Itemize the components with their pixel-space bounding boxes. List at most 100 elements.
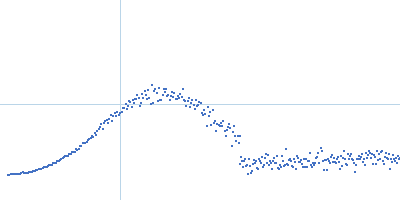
Point: [9, 172, 15, 176]
Point: [45, 164, 51, 168]
Point: [32, 169, 38, 173]
Point: [183, 105, 190, 108]
Point: [334, 157, 340, 161]
Point: [77, 144, 83, 147]
Point: [210, 122, 217, 125]
Point: [49, 163, 55, 166]
Point: [80, 142, 86, 145]
Point: [382, 156, 388, 159]
Point: [271, 157, 278, 160]
Point: [304, 166, 311, 169]
Point: [37, 168, 43, 171]
Point: [10, 173, 16, 176]
Point: [342, 157, 348, 161]
Point: [98, 123, 104, 126]
Point: [263, 153, 269, 156]
Point: [313, 157, 320, 160]
Point: [324, 158, 331, 161]
Point: [46, 164, 52, 167]
Point: [260, 165, 266, 169]
Point: [252, 162, 258, 165]
Point: [340, 157, 346, 160]
Point: [160, 88, 167, 91]
Point: [175, 95, 181, 98]
Point: [284, 163, 290, 166]
Point: [350, 161, 357, 164]
Point: [231, 124, 237, 127]
Point: [54, 160, 60, 163]
Point: [322, 158, 329, 161]
Point: [250, 163, 256, 166]
Point: [93, 134, 99, 137]
Point: [255, 167, 261, 171]
Point: [262, 156, 268, 160]
Point: [122, 102, 129, 106]
Point: [158, 98, 164, 101]
Point: [72, 150, 78, 154]
Point: [200, 113, 206, 116]
Point: [319, 159, 326, 163]
Point: [367, 151, 373, 154]
Point: [323, 169, 330, 172]
Point: [169, 90, 175, 93]
Point: [199, 111, 205, 114]
Point: [338, 155, 344, 158]
Point: [120, 107, 126, 110]
Point: [20, 171, 26, 174]
Point: [293, 167, 300, 170]
Point: [208, 124, 214, 127]
Point: [66, 153, 72, 156]
Point: [247, 164, 253, 167]
Point: [212, 120, 218, 123]
Point: [5, 173, 11, 177]
Point: [225, 125, 231, 129]
Point: [177, 93, 184, 96]
Point: [164, 94, 170, 98]
Point: [127, 100, 134, 103]
Point: [28, 170, 34, 173]
Point: [334, 155, 341, 159]
Point: [356, 157, 363, 160]
Point: [336, 160, 342, 163]
Point: [291, 157, 298, 160]
Point: [61, 156, 67, 159]
Point: [292, 160, 298, 163]
Point: [195, 104, 202, 107]
Point: [112, 111, 118, 114]
Point: [272, 161, 278, 165]
Point: [174, 98, 180, 101]
Point: [12, 172, 18, 176]
Point: [370, 162, 376, 165]
Point: [81, 142, 87, 145]
Point: [68, 152, 74, 155]
Point: [285, 163, 292, 167]
Point: [387, 167, 393, 170]
Point: [78, 144, 84, 147]
Point: [346, 157, 352, 160]
Point: [390, 153, 396, 157]
Point: [256, 157, 262, 161]
Point: [166, 98, 173, 102]
Point: [156, 87, 162, 90]
Point: [358, 153, 365, 156]
Point: [307, 151, 314, 154]
Point: [214, 122, 220, 125]
Point: [29, 170, 35, 174]
Point: [326, 162, 333, 165]
Point: [383, 151, 389, 154]
Point: [125, 104, 131, 107]
Point: [202, 112, 209, 116]
Point: [65, 154, 71, 157]
Point: [163, 88, 169, 91]
Point: [220, 119, 226, 122]
Point: [30, 169, 36, 172]
Point: [26, 170, 32, 173]
Point: [157, 99, 163, 102]
Point: [360, 160, 366, 163]
Point: [224, 129, 230, 132]
Point: [96, 127, 102, 130]
Point: [325, 159, 332, 162]
Point: [282, 163, 288, 166]
Point: [40, 166, 46, 170]
Point: [290, 165, 296, 168]
